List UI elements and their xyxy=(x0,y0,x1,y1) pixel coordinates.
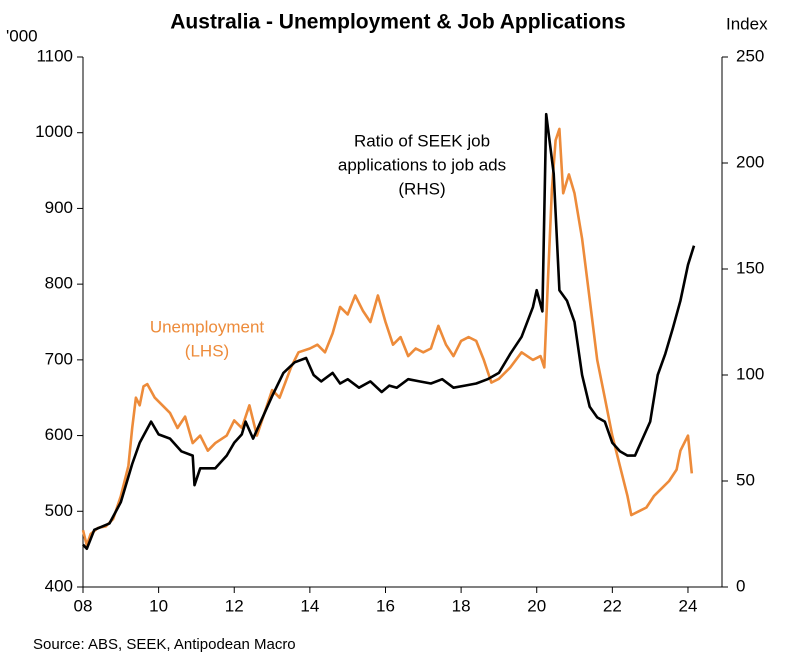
y2-axis-label: Index xyxy=(726,14,768,33)
series-line xyxy=(82,112,696,551)
y2-tick-label: 150 xyxy=(736,258,764,277)
annotation: (RHS) xyxy=(398,179,445,198)
x-tick-label: 18 xyxy=(452,596,471,615)
x-tick-label: 20 xyxy=(527,596,546,615)
series-line xyxy=(81,127,694,547)
y-tick-label: 800 xyxy=(45,274,73,293)
chart-title: Australia - Unemployment & Job Applicati… xyxy=(170,11,625,34)
y2-tick-label: 250 xyxy=(736,46,764,65)
y-tick-label: 700 xyxy=(45,349,73,368)
y-tick-label: 1100 xyxy=(36,46,73,65)
y-tick-label: 1000 xyxy=(35,122,73,141)
x-tick-label: 16 xyxy=(376,596,395,615)
y2-tick-label: 0 xyxy=(736,576,745,595)
annotation: (LHS) xyxy=(185,341,229,360)
y2-tick-label: 200 xyxy=(736,152,764,171)
x-tick-label: 14 xyxy=(300,596,319,615)
y-tick-label: 900 xyxy=(45,198,73,217)
x-tick-label: 12 xyxy=(225,596,244,615)
annotation: Ratio of SEEK job xyxy=(354,131,490,150)
x-tick-label: 24 xyxy=(679,596,698,615)
y-axis-label: '000 xyxy=(6,26,38,45)
annotation: applications to job ads xyxy=(338,155,506,174)
x-tick-label: 22 xyxy=(603,596,622,615)
y-tick-label: 600 xyxy=(45,425,73,444)
source: Source: ABS, SEEK, Antipodean Macro xyxy=(33,636,296,653)
x-tick-label: 10 xyxy=(149,596,168,615)
annotation: Unemployment xyxy=(150,317,265,336)
y2-tick-label: 50 xyxy=(736,470,755,489)
y2-tick-label: 100 xyxy=(736,364,764,383)
y-tick-label: 400 xyxy=(45,576,73,595)
y-tick-label: 500 xyxy=(45,501,73,520)
x-tick-label: 08 xyxy=(74,596,93,615)
